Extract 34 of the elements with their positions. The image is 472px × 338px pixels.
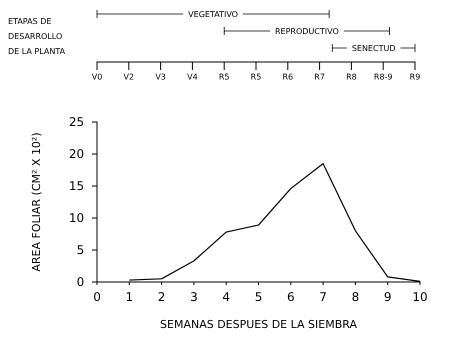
x-tick-label: 0 <box>93 290 101 304</box>
category-label: V0 <box>92 72 102 82</box>
text: ETAPAS DE DESARROLLO DE LA PLANTA <box>8 17 66 56</box>
x-tick-label: 3 <box>190 290 198 304</box>
x-tick-label: 7 <box>319 290 327 304</box>
category-label: R5 <box>218 72 230 82</box>
x-tick-label: 6 <box>286 290 295 304</box>
x-tick-label: 9 <box>384 290 392 304</box>
x-tick-label: 8 <box>352 290 360 304</box>
x-tick-label: 4 <box>222 290 230 304</box>
text: SENECTUD <box>352 44 396 53</box>
category-label: R8-9 <box>374 72 393 82</box>
y-tick-label: 25 <box>68 114 84 129</box>
category-label: V2 <box>124 72 134 82</box>
x-tick-label: 5 <box>254 290 262 304</box>
y-tick-label: 20 <box>68 146 84 161</box>
text: REPRODUCTIVO <box>274 27 339 36</box>
y-tick-label: 15 <box>68 178 84 193</box>
category-label: R5 <box>250 72 262 82</box>
x-tick-label: 1 <box>125 290 134 304</box>
y-tick-label: 0 <box>76 274 84 289</box>
y-axis-title: AREA FOLIAR (CM² X 10²) <box>30 132 43 272</box>
category-label: V4 <box>187 72 198 82</box>
x-axis-title: SEMANAS DESPUES DE LA SIEMBRA <box>160 318 358 331</box>
y-tick-label: 10 <box>68 210 84 225</box>
category-label: R7 <box>314 72 325 82</box>
text: VEGETATIVO <box>188 10 238 19</box>
category-label: V3 <box>155 72 166 82</box>
x-tick-label: 10 <box>412 290 428 304</box>
category-label: R6 <box>282 72 294 82</box>
category-label: R9 <box>410 72 420 82</box>
category-label: R8 <box>346 72 357 82</box>
y-tick-label: 5 <box>76 242 84 257</box>
x-tick-label: 2 <box>158 290 166 304</box>
